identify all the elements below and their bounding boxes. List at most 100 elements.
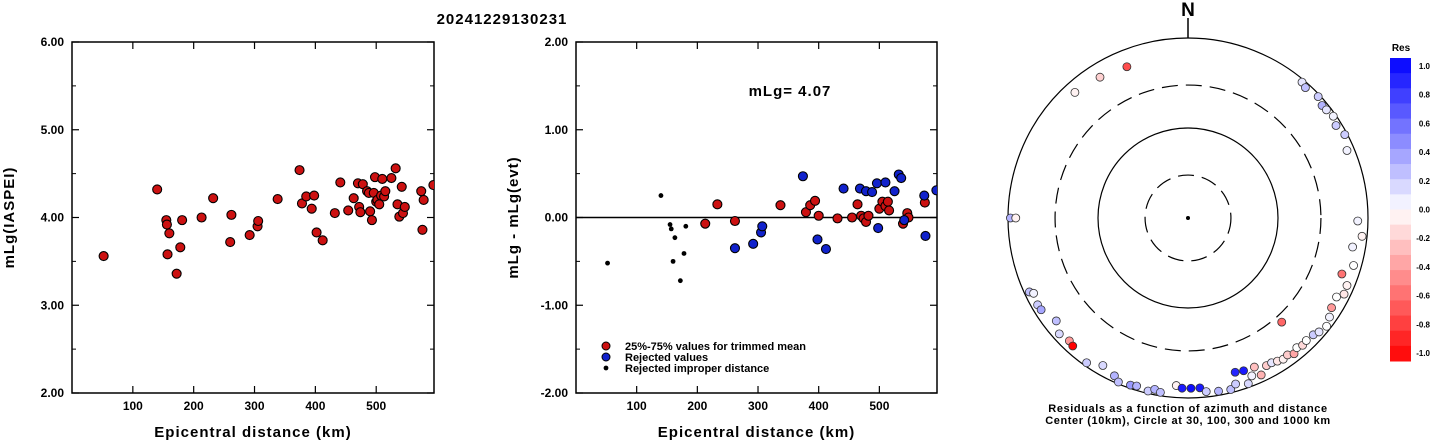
station-residual-point: [1342, 146, 1352, 155]
colorbar-segment: [1390, 224, 1411, 241]
colorbar-segment: [1390, 179, 1411, 195]
station-point: [832, 213, 843, 224]
station-residual-point: [1036, 305, 1046, 315]
station-point: [335, 177, 346, 188]
mean-magnitude-annotation: mLg= 4.07: [749, 83, 832, 100]
station-point: [162, 249, 173, 260]
station-point: [177, 215, 188, 226]
colorbar-segment: [1390, 345, 1411, 362]
azimuth-distance-residual-map: N Residuals as a function of azimuth and …: [1006, 0, 1369, 427]
magnitude-vs-distance-chart: 100 200 300 400 500 2.00 3.00 4.00 5.00 6.00 Epice…: [1, 35, 435, 441]
station-point: [813, 210, 824, 221]
station-residual-point: [1195, 383, 1205, 393]
x-tick-label: 500: [366, 399, 386, 413]
station-point: [428, 179, 434, 191]
station-residual-point: [1155, 387, 1165, 397]
station-residual-point: [1231, 379, 1241, 389]
x-tick-label: 100: [123, 399, 143, 413]
colorbar-segment: [1390, 239, 1411, 256]
y-tick-label: 5.00: [41, 123, 65, 137]
x-tick-label: 100: [627, 399, 647, 413]
station-point: [386, 172, 397, 184]
station-residual-point: [1337, 269, 1347, 279]
y-tick-label: 6.00: [41, 35, 65, 49]
data-points: [605, 169, 937, 284]
rejected-value-point: [896, 172, 907, 184]
rejected-value-point: [873, 222, 884, 234]
station-residual-point: [1332, 292, 1341, 302]
station-residual-point: [1256, 370, 1266, 380]
colorbar-segment: [1390, 103, 1411, 120]
station-residual-point: [1201, 387, 1211, 397]
station-residual-point: [1300, 83, 1310, 93]
station-point: [396, 181, 407, 192]
colorbar-segment: [1390, 164, 1411, 180]
rejected-value-point: [838, 183, 849, 194]
colorbar-segment: [1390, 194, 1411, 210]
data-points: [98, 163, 434, 279]
station-point: [317, 235, 328, 246]
station-point: [196, 212, 207, 223]
legend-marker: [601, 341, 611, 351]
station-point: [355, 207, 366, 218]
station-residual-point: [1070, 87, 1080, 97]
legend-label: 25%-75% values for trimmed mean: [625, 341, 806, 353]
rejected-distance-point: [681, 251, 687, 256]
station-residual-point: [1054, 329, 1064, 339]
station-point: [847, 212, 858, 223]
rejected-value-point: [889, 186, 900, 197]
station-point: [309, 190, 320, 201]
station-residual-point: [1068, 341, 1078, 351]
station-residual-point: [1357, 231, 1367, 241]
station-residual-point: [1177, 383, 1187, 393]
station-residual-point: [1313, 92, 1323, 102]
x-axis-label: Epicentral distance (km): [154, 424, 351, 441]
station-point: [712, 199, 723, 210]
rejected-value-point: [748, 238, 759, 249]
colorbar-segment: [1390, 58, 1411, 74]
colorbar-segment: [1390, 315, 1411, 332]
rejected-distance-point: [670, 258, 676, 264]
colorbar-segment: [1390, 73, 1411, 89]
colorbar-tick-label: -0.8: [1416, 320, 1430, 329]
station-residual-point: [1348, 242, 1358, 252]
station-point: [343, 205, 354, 216]
station-residual-point: [1301, 336, 1311, 345]
station-residual-point: [1226, 385, 1236, 394]
station-residual-point: [1029, 288, 1039, 298]
station-residual-point: [1339, 289, 1349, 299]
station-residual-point: [1322, 321, 1331, 331]
range-circle-300km: [1054, 84, 1322, 352]
station-residual-point: [1243, 379, 1253, 389]
colorbar-segment: [1390, 285, 1411, 301]
figure-title: 20241229130231: [437, 11, 568, 28]
station-point: [700, 218, 711, 229]
polar-caption-line2: Center (10km), Circle at 30, 100, 300 an…: [1045, 415, 1331, 427]
station-residual-point: [1098, 361, 1108, 370]
station-point: [225, 237, 236, 248]
station-point: [416, 186, 427, 197]
station-residual-point: [1353, 216, 1363, 226]
station-point: [729, 215, 741, 227]
y-tick-label: 2.00: [545, 35, 569, 49]
rejected-distance-point: [605, 260, 610, 266]
station-point: [863, 210, 874, 221]
station-point: [377, 173, 388, 184]
station-point: [418, 194, 429, 205]
colorbar-segment: [1390, 209, 1411, 226]
station-residual-point: [1247, 371, 1257, 381]
colorbar-title: Res: [1392, 43, 1411, 54]
station-residual-point: [1314, 327, 1324, 337]
rejected-value-point: [880, 177, 891, 188]
station-point: [152, 184, 163, 195]
colorbar-tick-label: 0.0: [1419, 206, 1431, 215]
station-residual-point: [1095, 72, 1105, 82]
legend-marker: [601, 352, 611, 362]
x-tick-label: 200: [687, 399, 707, 413]
station-residual-point: [1327, 303, 1336, 313]
colorbar-segment: [1390, 254, 1411, 271]
rejected-distance-point: [668, 226, 674, 232]
station-point: [226, 209, 237, 220]
station-point: [306, 203, 317, 214]
